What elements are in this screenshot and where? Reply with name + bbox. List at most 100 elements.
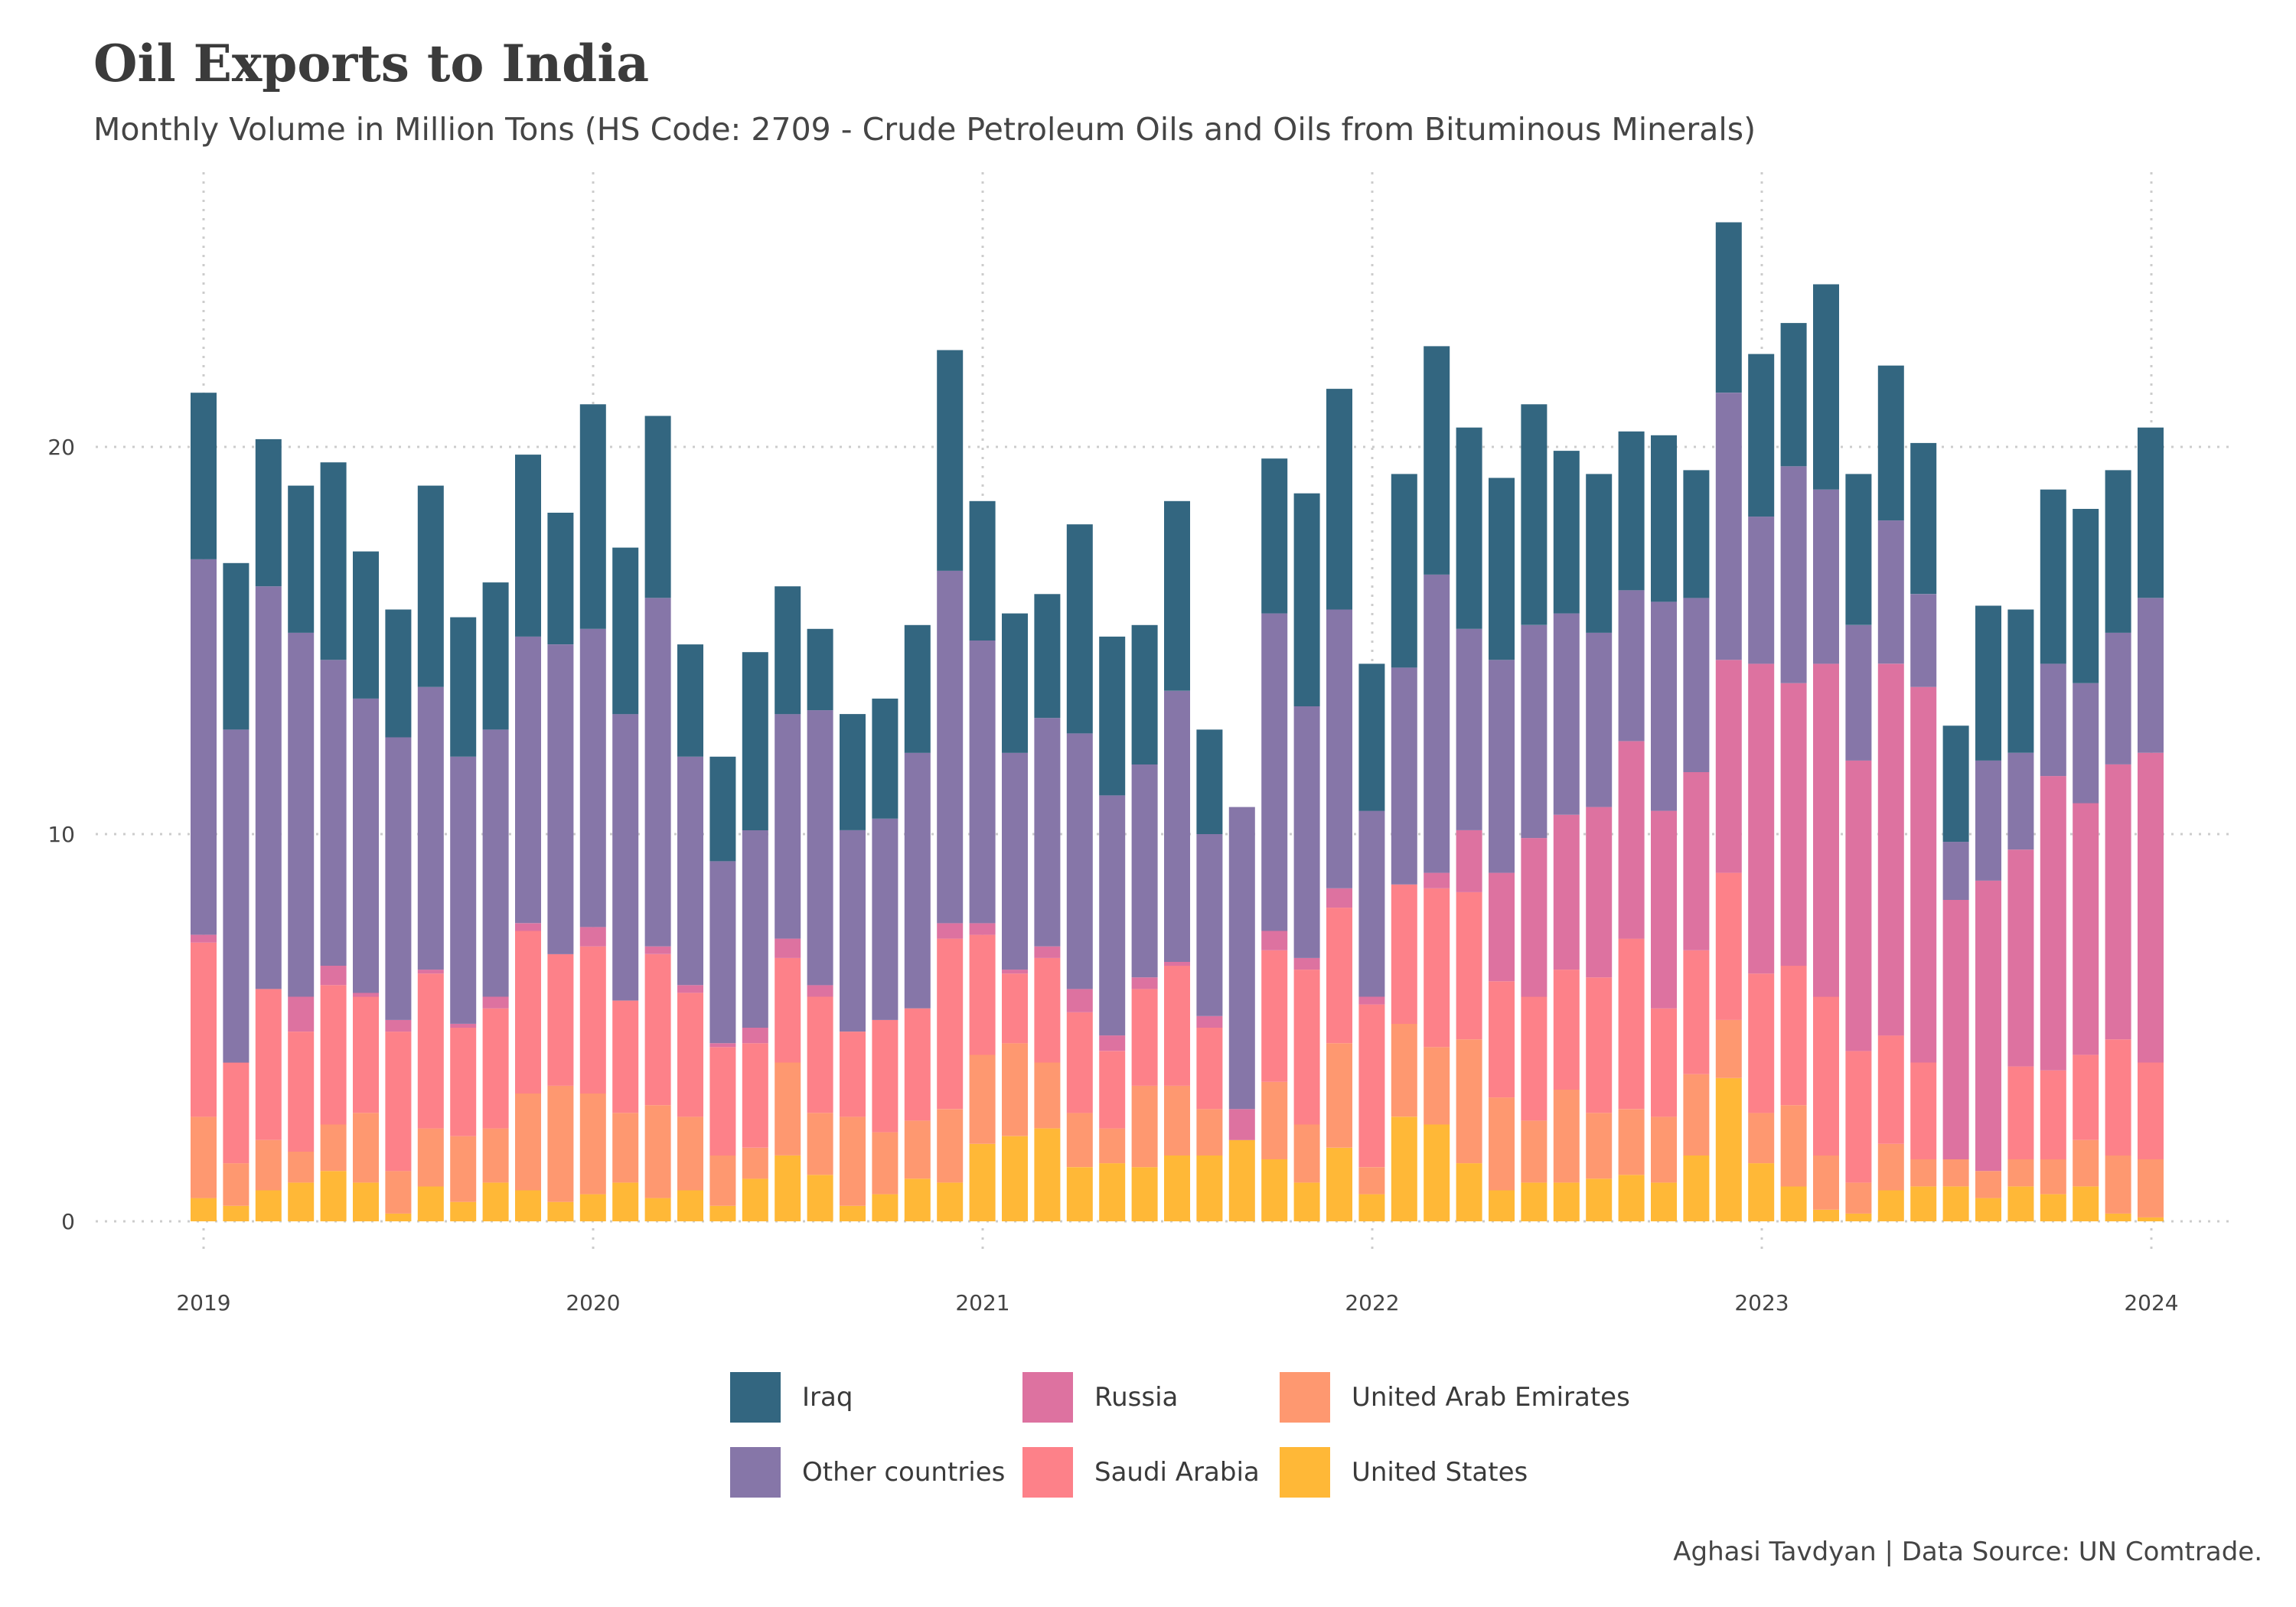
bar-segment-united-states (1553, 1182, 1580, 1221)
bar-segment-iraq (1521, 404, 1548, 625)
bar-segment-iraq (1034, 594, 1061, 719)
legend-item: Iraq (730, 1371, 853, 1423)
bar-segment-united-states (969, 1143, 996, 1221)
bar-segment-united-arab-emirates (353, 1113, 379, 1183)
legend-item: United Arab Emirates (1280, 1371, 1630, 1423)
bar-segment-saudi-arabia (840, 1032, 866, 1117)
bar-segment-saudi-arabia (547, 953, 574, 1086)
bar-segment-iraq (937, 350, 964, 571)
bar-segment-russia (353, 993, 379, 997)
bar-segment-united-states (223, 1205, 249, 1221)
bar-segment-saudi-arabia (969, 934, 996, 1055)
bar-segment-other-countries (191, 559, 217, 935)
bar-segment-united-arab-emirates (775, 1062, 801, 1156)
bar-segment-other-countries (1456, 628, 1482, 830)
bar-segment-united-arab-emirates (450, 1136, 477, 1202)
bar-segment-other-countries (1748, 517, 1775, 664)
bar-segment-united-states (1521, 1182, 1548, 1221)
bar-segment-united-arab-emirates (1845, 1182, 1872, 1214)
bar-segment-united-arab-emirates (969, 1054, 996, 1144)
bar-segment-saudi-arabia (1131, 989, 1158, 1086)
bar-segment-saudi-arabia (1099, 1051, 1126, 1129)
bar-segment-united-states (1002, 1136, 1028, 1221)
bar-segment-russia (2073, 803, 2099, 1055)
bar-segment-united-arab-emirates (1715, 1019, 1742, 1078)
bar-segment-united-states (482, 1182, 509, 1221)
legend-swatch (1280, 1372, 1330, 1423)
bar-segment-united-states (1228, 1139, 1255, 1221)
bar-segment-other-countries (1651, 601, 1677, 811)
bar-segment-other-countries (1910, 594, 1937, 687)
legend-label: United States (1352, 1457, 1528, 1488)
bar-segment-other-countries (288, 632, 315, 997)
bar-segment-other-countries (1099, 795, 1126, 1036)
bar-segment-iraq (1942, 725, 1969, 843)
bar-segment-iraq (2138, 427, 2164, 598)
bar-segment-united-states (288, 1182, 315, 1221)
bar-segment-united-arab-emirates (644, 1105, 671, 1198)
bar-segment-saudi-arabia (1780, 966, 1807, 1106)
bar-segment-iraq (904, 624, 931, 753)
bar-segment-saudi-arabia (937, 938, 964, 1110)
bar-segment-united-arab-emirates (872, 1132, 899, 1195)
bar-segment-other-countries (677, 756, 703, 986)
bar-segment-russia (969, 923, 996, 935)
bar-segment-united-arab-emirates (1164, 1085, 1190, 1156)
bar-segment-saudi-arabia (288, 1032, 315, 1152)
bar-segment-saudi-arabia (450, 1028, 477, 1136)
bar-segment-other-countries (1521, 624, 1548, 839)
bar-segment-other-countries (742, 830, 768, 1028)
bar-segment-united-states (1131, 1167, 1158, 1221)
bar-segment-united-arab-emirates (2007, 1159, 2034, 1187)
bar-segment-united-states (579, 1194, 606, 1221)
bar-segment-united-arab-emirates (288, 1151, 315, 1183)
bar-segment-united-arab-emirates (2105, 1156, 2131, 1214)
bar-segment-russia (775, 938, 801, 958)
bar-segment-united-arab-emirates (1586, 1113, 1613, 1179)
bar-segment-united-arab-emirates (2138, 1159, 2164, 1217)
bar-segment-saudi-arabia (1910, 1062, 1937, 1159)
bar-segment-united-states (417, 1186, 444, 1221)
legend-swatch (730, 1372, 781, 1423)
legend-label: Iraq (802, 1382, 853, 1413)
bar-segment-russia (742, 1028, 768, 1044)
bar-segment-other-countries (1424, 575, 1450, 873)
bar-segment-iraq (1651, 435, 1677, 602)
bar-segment-united-arab-emirates (255, 1139, 282, 1191)
bar-segment-iraq (1424, 346, 1450, 575)
bar-segment-russia (1942, 900, 1969, 1159)
bar-segment-united-states (1813, 1209, 1839, 1221)
bar-segment-saudi-arabia (255, 989, 282, 1140)
bar-segment-other-countries (2073, 683, 2099, 804)
bar-segment-other-countries (1293, 706, 1320, 958)
bar-segment-united-arab-emirates (677, 1116, 703, 1191)
bar-segment-united-arab-emirates (1975, 1171, 2001, 1198)
bar-segment-russia (1553, 814, 1580, 970)
bar-segment-iraq (1131, 624, 1158, 764)
bar-segment-united-arab-emirates (482, 1128, 509, 1183)
bar-segment-united-arab-emirates (1521, 1120, 1548, 1183)
bar-segment-united-arab-emirates (2073, 1139, 2099, 1187)
bar-segment-united-states (1780, 1186, 1807, 1221)
bar-segment-other-countries (223, 729, 249, 1063)
bar-segment-russia (1164, 962, 1190, 966)
bar-segment-russia (1034, 946, 1061, 958)
bar-segment-iraq (709, 756, 736, 862)
bar-segment-iraq (677, 644, 703, 757)
bar-segment-iraq (1553, 451, 1580, 614)
bar-segment-saudi-arabia (709, 1047, 736, 1156)
bar-segment-other-countries (775, 714, 801, 939)
bar-segment-other-countries (2138, 598, 2164, 753)
bar-segment-iraq (1391, 474, 1417, 668)
bar-segment-saudi-arabia (2105, 1039, 2131, 1156)
bar-segment-russia (2040, 776, 2066, 1071)
bar-segment-united-arab-emirates (579, 1094, 606, 1195)
bar-segment-russia (1228, 1109, 1255, 1140)
bar-segment-other-countries (1683, 598, 1710, 772)
bar-segment-saudi-arabia (1002, 973, 1028, 1044)
bar-segment-russia (1293, 957, 1320, 970)
bar-segment-iraq (1099, 636, 1126, 796)
bar-segment-iraq (644, 416, 671, 598)
bar-segment-united-arab-emirates (1066, 1113, 1093, 1168)
bar-segment-saudi-arabia (1261, 950, 1288, 1082)
